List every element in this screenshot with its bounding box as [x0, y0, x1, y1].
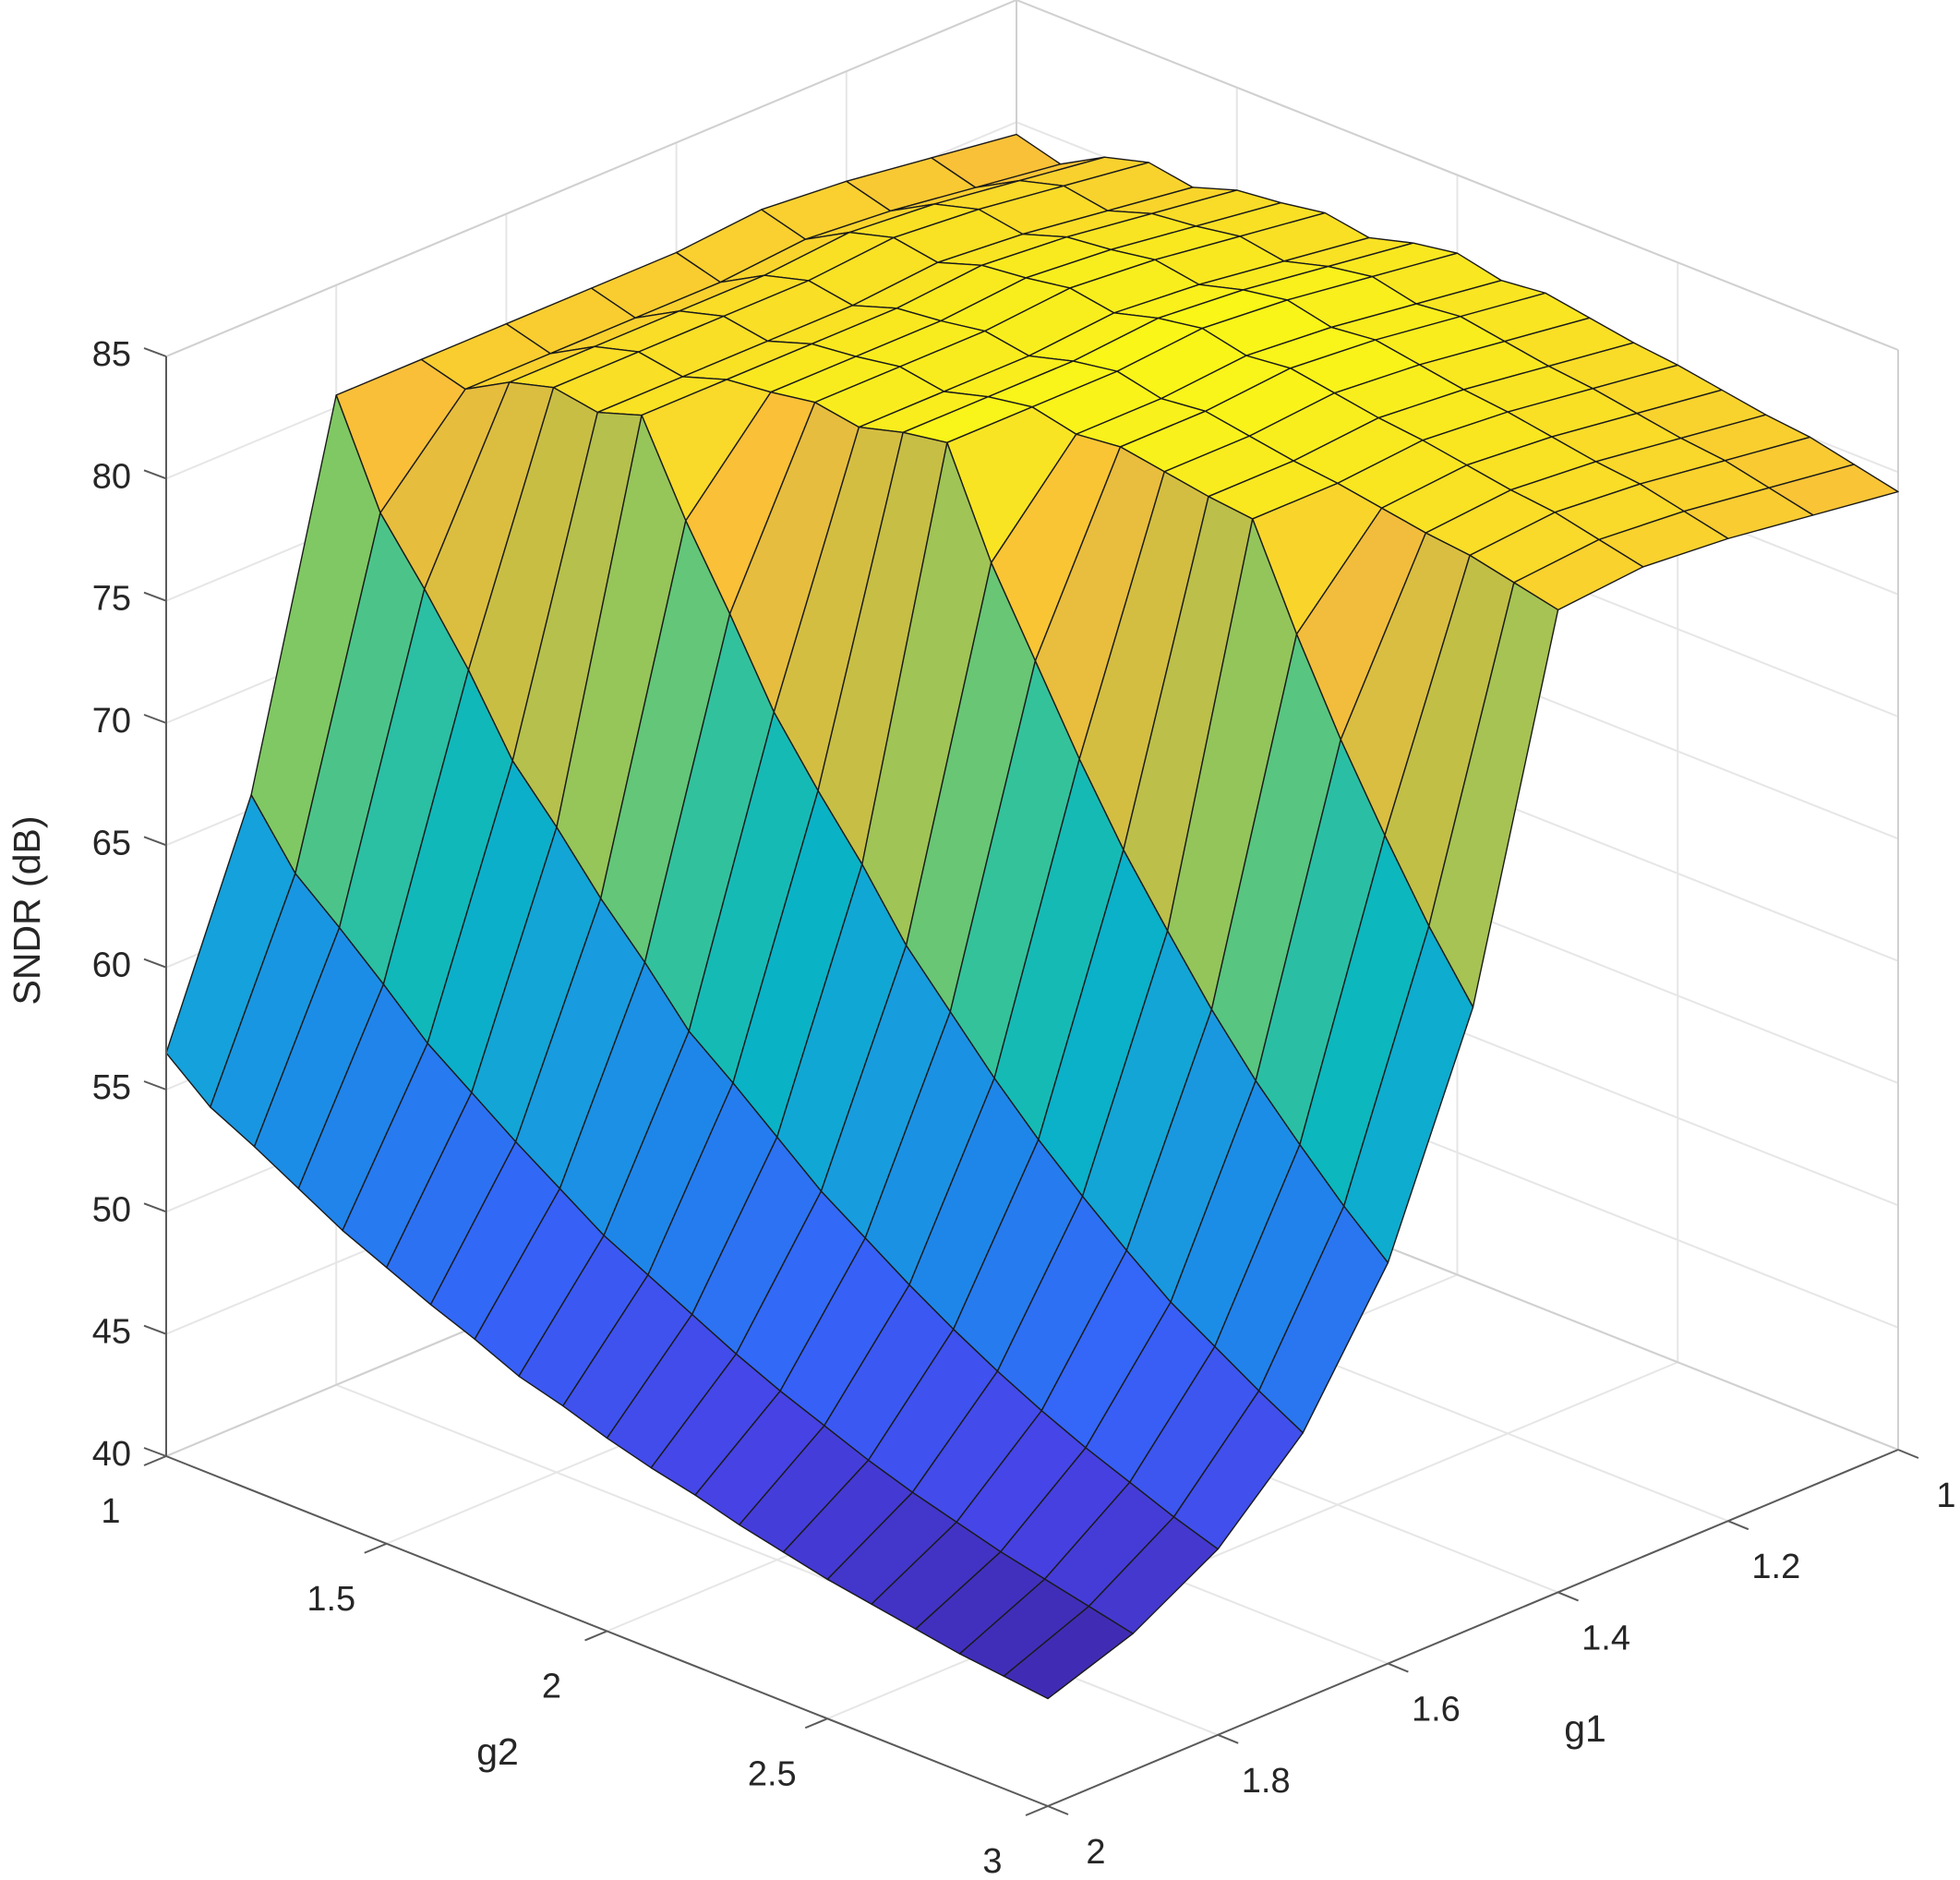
surface-facet [1003, 1605, 1134, 1700]
x-tick [1557, 1591, 1579, 1602]
y-tick-label: 2.5 [748, 1754, 797, 1793]
box-edge [1016, 0, 1899, 351]
y-tick-label: 3 [982, 1842, 1002, 1880]
x-tick-label: 1.4 [1581, 1619, 1630, 1657]
x-tick [1047, 1805, 1069, 1815]
x-tick [1388, 1662, 1409, 1673]
x-tick-label: 1.8 [1242, 1762, 1291, 1801]
y-tick-label: 2 [542, 1668, 561, 1706]
y-tick [143, 1455, 167, 1466]
y-tick [584, 1630, 607, 1642]
x-tick-label: 1.6 [1412, 1691, 1461, 1729]
x-tick [1727, 1520, 1750, 1531]
z-tick-label: 80 [92, 457, 131, 496]
z-tick-label: 70 [92, 702, 131, 741]
z-tick [143, 469, 167, 480]
y-tick [804, 1717, 828, 1729]
z-tick [143, 836, 167, 847]
z-tick-label: 65 [92, 824, 131, 862]
z-tick [143, 714, 167, 724]
z-tick [143, 1324, 167, 1335]
z-tick [143, 347, 167, 357]
z-tick-label: 60 [92, 946, 131, 985]
z-tick [143, 1080, 167, 1091]
x-tick-label: 1 [1936, 1476, 1955, 1515]
axis-line [165, 1455, 1049, 1807]
z-tick [143, 1202, 167, 1213]
z-tick-label: 85 [92, 335, 131, 374]
y-tick-label: 1.5 [307, 1580, 355, 1619]
z-tick [143, 958, 167, 969]
z-tick [143, 1447, 167, 1457]
x-tick-label: 1.2 [1751, 1548, 1800, 1586]
x-tick [1897, 1449, 1919, 1459]
box-edge [165, 0, 1017, 357]
z-tick-label: 45 [92, 1313, 131, 1352]
z-tick-label: 40 [92, 1435, 131, 1474]
y-tick-label: 1 [101, 1492, 120, 1531]
x-axis-label: g1 [1564, 1707, 1606, 1750]
y-axis-label: g2 [476, 1730, 519, 1773]
x-tick [1217, 1733, 1239, 1744]
z-tick-label: 55 [92, 1068, 131, 1107]
axis-line [1047, 1449, 1899, 1807]
z-tick [143, 591, 167, 602]
x-tick-label: 2 [1086, 1833, 1105, 1872]
y-tick [364, 1542, 388, 1554]
z-axis-label: SNDR (dB) [6, 815, 48, 1005]
y-tick [1025, 1805, 1049, 1816]
z-tick-label: 50 [92, 1190, 131, 1229]
z-tick-label: 75 [92, 580, 131, 619]
